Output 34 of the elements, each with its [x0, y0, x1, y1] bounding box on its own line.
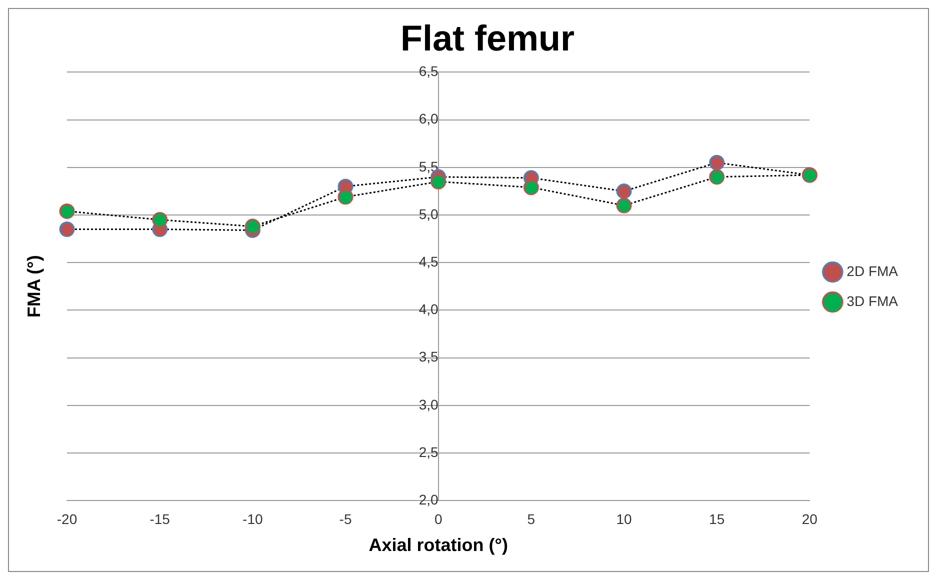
y-tick-label: 2,0: [418, 491, 439, 508]
x-tick-label: -5: [339, 510, 352, 527]
y-tick-label: 4,0: [418, 301, 439, 318]
x-tick-label: 0: [434, 510, 442, 527]
point: [430, 174, 446, 190]
point: [59, 203, 75, 219]
y-tick-label: 3,5: [418, 348, 439, 365]
y-tick-label: 6,5: [418, 63, 439, 80]
x-tick-label: 5: [527, 510, 536, 527]
x-tick-label: 15: [709, 510, 725, 527]
point: [523, 180, 539, 196]
legend-label: 2D FMA: [846, 262, 899, 279]
point: [616, 198, 632, 214]
x-axis-title: Axial rotation (°): [368, 535, 508, 556]
x-tick-label: -10: [242, 510, 263, 527]
y-tick-label: 6,0: [418, 110, 439, 127]
point: [338, 189, 354, 205]
legend-label: 3D FMA: [846, 292, 899, 309]
point: [616, 183, 632, 199]
y-tick-label: 5,0: [418, 206, 439, 222]
x-tick-label: -20: [56, 510, 78, 527]
y-axis-title: FMA (°): [24, 255, 44, 318]
y-tick-label: 2,5: [418, 444, 439, 460]
chart-title: Flat femur: [400, 18, 575, 59]
x-tick-label: 10: [616, 510, 632, 527]
point: [709, 169, 725, 185]
y-tick-label: 3,0: [418, 396, 439, 412]
y-tick-label: 4,5: [418, 253, 439, 270]
point: [59, 222, 75, 238]
x-tick-label: -15: [150, 510, 170, 527]
point: [244, 218, 260, 234]
point: [152, 212, 168, 228]
x-tick-label: 20: [802, 510, 818, 527]
point: [709, 154, 725, 170]
